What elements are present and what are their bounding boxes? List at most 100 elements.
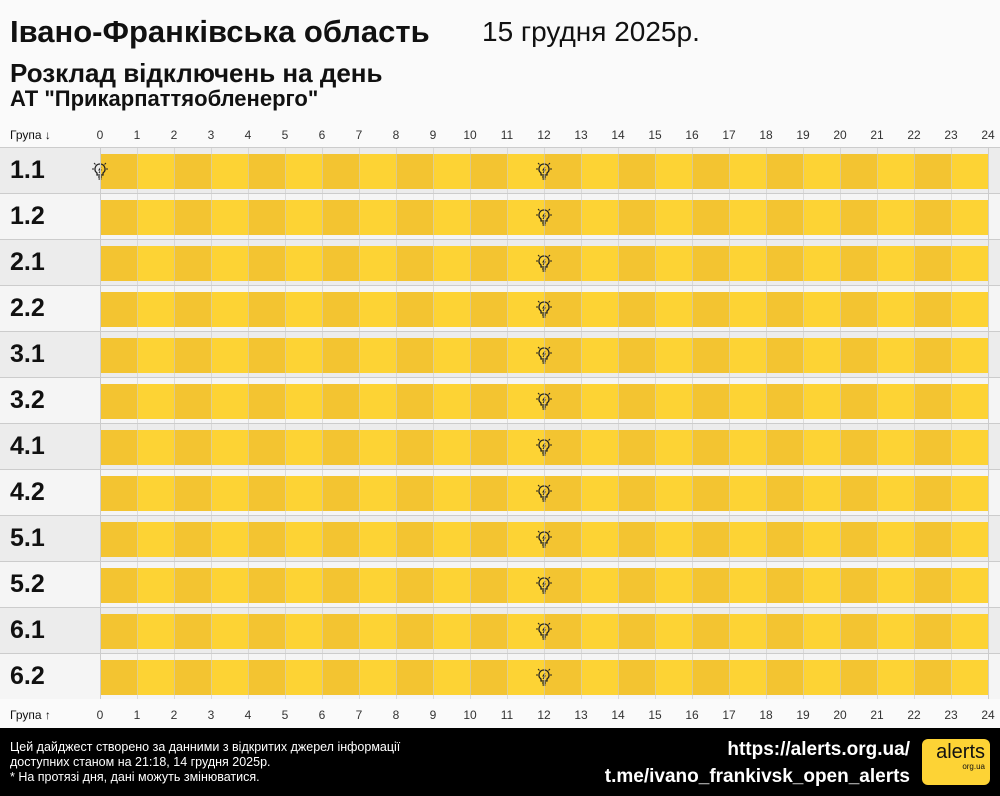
outage-hour-cell xyxy=(803,292,840,327)
outage-hour-cell xyxy=(211,246,248,281)
hour-tick: 17 xyxy=(722,128,736,142)
outage-hour-cell xyxy=(766,614,803,649)
region-title: Івано-Франківська область xyxy=(10,14,430,49)
outage-hour-cell xyxy=(285,246,322,281)
outage-hour-cell xyxy=(137,246,174,281)
hour-tick: 16 xyxy=(685,708,699,722)
hour-gridline xyxy=(988,147,989,699)
outage-hour-cell xyxy=(544,430,581,465)
telegram-link[interactable]: t.me/ivano_frankivsk_open_alerts xyxy=(604,766,910,787)
outage-hour-cell xyxy=(137,384,174,419)
note-line: * На протязі дня, дані можуть змінюватис… xyxy=(10,770,260,784)
hour-gridline xyxy=(581,147,582,699)
group-row: 3.2 xyxy=(0,377,1000,423)
outage-hour-cell xyxy=(396,292,433,327)
outage-hour-cell xyxy=(285,292,322,327)
group-sort-label[interactable]: Група ↓ xyxy=(10,128,51,142)
outage-hour-cell xyxy=(544,522,581,557)
outage-hour-cell xyxy=(581,246,618,281)
hour-tick: 11 xyxy=(500,128,514,142)
hour-gridline xyxy=(729,147,730,699)
logo-text: alerts xyxy=(936,741,985,763)
outage-hour-cell xyxy=(137,338,174,373)
outage-hour-cell xyxy=(359,430,396,465)
outage-hour-cell xyxy=(766,476,803,511)
hour-tick: 3 xyxy=(207,708,215,722)
outage-hour-cell xyxy=(692,522,729,557)
outage-hour-cell xyxy=(211,338,248,373)
outage-hour-cell xyxy=(396,568,433,603)
website-link[interactable]: https://alerts.org.ua/ xyxy=(727,739,910,760)
outage-hour-cell xyxy=(322,660,359,695)
outage-hour-cell xyxy=(655,660,692,695)
outage-hour-cell xyxy=(840,476,877,511)
outage-hour-cell xyxy=(692,614,729,649)
outage-hour-cell xyxy=(100,292,137,327)
outage-hour-cell xyxy=(840,154,877,189)
outage-hour-cell xyxy=(100,246,137,281)
outage-hour-cell xyxy=(211,522,248,557)
outage-hour-cell xyxy=(396,154,433,189)
outage-hour-cell xyxy=(655,476,692,511)
outage-bar xyxy=(100,568,988,603)
hour-tick: 1 xyxy=(133,708,141,722)
outage-hour-cell xyxy=(470,522,507,557)
outage-hour-cell xyxy=(692,660,729,695)
outage-hour-cell xyxy=(359,338,396,373)
outage-hour-cell xyxy=(359,292,396,327)
outage-hour-cell xyxy=(137,660,174,695)
group-label: 5.1 xyxy=(10,524,45,552)
hour-tick: 18 xyxy=(759,128,773,142)
outage-hour-cell xyxy=(618,200,655,235)
outage-hour-cell xyxy=(840,292,877,327)
outage-hour-cell xyxy=(174,384,211,419)
outage-hour-cell xyxy=(618,660,655,695)
outage-hour-cell xyxy=(951,476,988,511)
hour-tick: 9 xyxy=(429,708,437,722)
outage-hour-cell xyxy=(100,430,137,465)
outage-hour-cell xyxy=(877,522,914,557)
logo-subtext: org.ua xyxy=(962,762,985,771)
outage-hour-cell xyxy=(618,246,655,281)
outage-hour-cell xyxy=(766,568,803,603)
hour-tick: 22 xyxy=(907,708,921,722)
outage-hour-cell xyxy=(285,430,322,465)
outage-hour-cell xyxy=(914,338,951,373)
outage-hour-cell xyxy=(396,200,433,235)
outage-hour-cell xyxy=(729,384,766,419)
outage-hour-cell xyxy=(729,292,766,327)
outage-hour-cell xyxy=(544,660,581,695)
outage-hour-cell xyxy=(322,384,359,419)
outage-hour-cell xyxy=(248,338,285,373)
outage-hour-cell xyxy=(285,384,322,419)
outage-hour-cell xyxy=(507,430,544,465)
hour-gridline xyxy=(766,147,767,699)
outage-hour-cell xyxy=(174,338,211,373)
outage-hour-cell xyxy=(359,568,396,603)
group-row: 2.1 xyxy=(0,239,1000,285)
hour-gridline xyxy=(433,147,434,699)
outage-hour-cell xyxy=(803,568,840,603)
outage-hour-cell xyxy=(322,476,359,511)
hour-tick: 15 xyxy=(648,128,662,142)
outage-hour-cell xyxy=(100,660,137,695)
group-row: 4.1 xyxy=(0,423,1000,469)
outage-hour-cell xyxy=(248,246,285,281)
outage-hour-cell xyxy=(766,430,803,465)
outage-hour-cell xyxy=(285,522,322,557)
group-row: 3.1 xyxy=(0,331,1000,377)
outage-hour-cell xyxy=(618,338,655,373)
outage-hour-cell xyxy=(470,246,507,281)
hour-tick: 10 xyxy=(463,708,477,722)
outage-hour-cell xyxy=(951,384,988,419)
outage-hour-cell xyxy=(433,154,470,189)
outage-hour-cell xyxy=(766,154,803,189)
outage-hour-cell xyxy=(507,200,544,235)
outage-hour-cell xyxy=(951,200,988,235)
hour-tick: 8 xyxy=(392,128,400,142)
group-sort-label-bottom[interactable]: Група ↑ xyxy=(10,708,51,722)
outage-hour-cell xyxy=(285,154,322,189)
hour-tick: 20 xyxy=(833,708,847,722)
hour-tick: 18 xyxy=(759,708,773,722)
hour-tick: 15 xyxy=(648,708,662,722)
